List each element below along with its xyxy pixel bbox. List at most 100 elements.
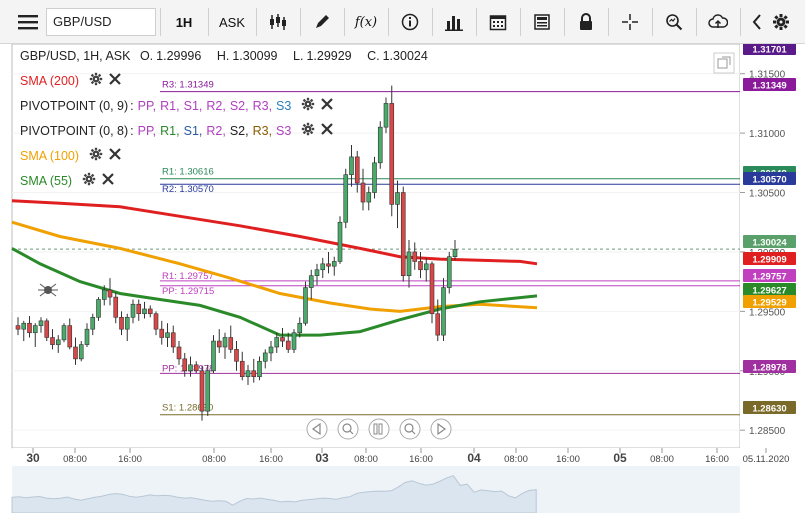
indicator-row: SMA (200)	[20, 72, 121, 89]
candle	[170, 325, 176, 353]
spider-marker-icon	[38, 283, 58, 297]
indicator-remove-close-icon[interactable]	[102, 173, 114, 188]
price-tag-label: 1.30570	[752, 175, 786, 186]
price-type-button[interactable]: ASK	[214, 7, 250, 37]
prev-arrow-icon[interactable]	[744, 7, 770, 37]
high-label: H. 1.30099	[217, 49, 284, 63]
candle	[113, 292, 119, 324]
crosshair-icon[interactable]	[614, 7, 646, 37]
indicator-settings-gear-icon[interactable]	[301, 97, 315, 114]
candle	[320, 257, 326, 279]
low-label: L. 1.29929	[293, 49, 358, 63]
pivot-component-label: R2,	[206, 123, 226, 138]
indicator-remove-close-icon[interactable]	[321, 123, 334, 138]
x-tick-label: 08:00	[504, 454, 528, 465]
high-prefix: H.	[216, 49, 230, 63]
indicator-row: PIVOTPOINT (0, 8): PP, R1, S1, R2, S2, R3, S3	[20, 122, 334, 139]
pivot-component-label: R3,	[252, 98, 273, 113]
indicator-settings-gear-icon[interactable]	[89, 147, 103, 164]
x-tick-label: 08:00	[650, 454, 674, 465]
popout-window-icon[interactable]	[713, 52, 735, 74]
candle	[101, 285, 107, 306]
hamburger-menu-icon[interactable]	[14, 7, 42, 37]
y-tick-label: 1.30500	[749, 189, 786, 200]
indicator-remove-close-icon[interactable]	[321, 98, 334, 113]
price-tag-label: 1.29909	[752, 255, 786, 266]
sma-200-line	[11, 199, 538, 266]
candle	[395, 180, 400, 229]
price-tag: 1.29757	[743, 269, 796, 283]
candle	[119, 311, 124, 336]
chart-navigation-controls	[306, 418, 452, 440]
candle	[182, 352, 188, 377]
x-tick-label: 30	[26, 451, 40, 465]
scroll-left-icon[interactable]	[306, 418, 328, 440]
y-tick-label: 1.31500	[749, 70, 786, 81]
candle	[383, 97, 389, 134]
x-tick-label: 16:00	[556, 454, 580, 465]
instrument-label: GBP/USD, 1H, ASK	[20, 49, 131, 63]
zoom-icon[interactable]	[658, 7, 690, 37]
candle	[331, 256, 337, 276]
indicator-row: SMA (55)	[20, 172, 114, 189]
candle	[142, 301, 147, 319]
candle	[234, 341, 239, 371]
indicator-remove-close-icon[interactable]	[109, 73, 121, 88]
info-icon[interactable]	[394, 7, 426, 37]
candle	[308, 269, 314, 300]
price-tag: 1.30024	[743, 235, 796, 249]
candle	[297, 317, 303, 338]
indicator-settings-gear-icon[interactable]	[82, 172, 96, 189]
price-tag: 1.30570	[743, 172, 796, 186]
calendar-icon[interactable]	[482, 7, 514, 37]
candle	[38, 317, 44, 333]
indicator-label: PIVOTPOINT (0, 8)	[20, 123, 129, 138]
candle	[27, 316, 32, 338]
candle	[44, 318, 50, 342]
x-tick-label: 05.11.2020	[743, 454, 790, 465]
candle	[274, 332, 280, 353]
candle	[188, 356, 193, 377]
x-tick-label: 08:00	[202, 454, 226, 465]
candle	[193, 361, 199, 374]
indicator-settings-gear-icon[interactable]	[89, 72, 103, 89]
indicator-settings-gear-icon[interactable]	[301, 122, 315, 139]
candle	[50, 329, 55, 350]
candle	[222, 332, 228, 359]
bar-chart-icon[interactable]	[438, 7, 470, 37]
zoom-out-icon[interactable]	[337, 418, 359, 440]
candle	[360, 168, 366, 211]
indicator-row: PIVOTPOINT (0, 9): PP, R1, S1, R2, S2, R3, S3	[20, 97, 334, 114]
x-tick-label: 08:00	[354, 454, 378, 465]
timeframe-button[interactable]: 1H	[166, 7, 202, 37]
candle	[55, 335, 61, 353]
price-tag-label: 1.29627	[752, 286, 786, 297]
indicator-label: SMA (200)	[20, 73, 80, 88]
x-tick-label: 04	[467, 451, 481, 465]
zoom-in-icon[interactable]	[399, 418, 421, 440]
symbol-selector[interactable]: GBP/USD	[46, 8, 156, 36]
symbol-label: GBP/USD	[53, 14, 112, 29]
pivot-component-label: S1,	[183, 98, 203, 113]
low-value: 1.29929	[306, 49, 352, 63]
candle	[262, 349, 268, 369]
candlestick-type-icon[interactable]	[262, 7, 294, 37]
price-chart[interactable]: R3: 1.31349 R1: 1.30616 R2: 1.30570 R1: 1.2…	[0, 44, 805, 513]
candle	[211, 335, 216, 374]
scroll-right-icon[interactable]	[430, 418, 452, 440]
price-tag: 1.28630	[743, 401, 796, 415]
indicator-remove-close-icon[interactable]	[109, 148, 121, 163]
draw-pencil-icon[interactable]	[306, 7, 338, 37]
candle	[67, 318, 73, 350]
settings-gear-icon[interactable]	[768, 8, 794, 36]
lock-icon[interactable]	[570, 7, 602, 37]
x-tick-label: 08:00	[63, 454, 87, 465]
candle	[412, 242, 418, 270]
price-tag: 1.31701	[743, 44, 796, 56]
candle	[124, 313, 130, 342]
price-tag-label: 1.28630	[752, 404, 786, 415]
indicator-label: PIVOTPOINT (0, 9)	[20, 98, 129, 113]
upload-icon[interactable]	[702, 7, 734, 37]
news-icon[interactable]	[526, 7, 558, 37]
function-icon[interactable]: f(x)	[354, 14, 378, 30]
